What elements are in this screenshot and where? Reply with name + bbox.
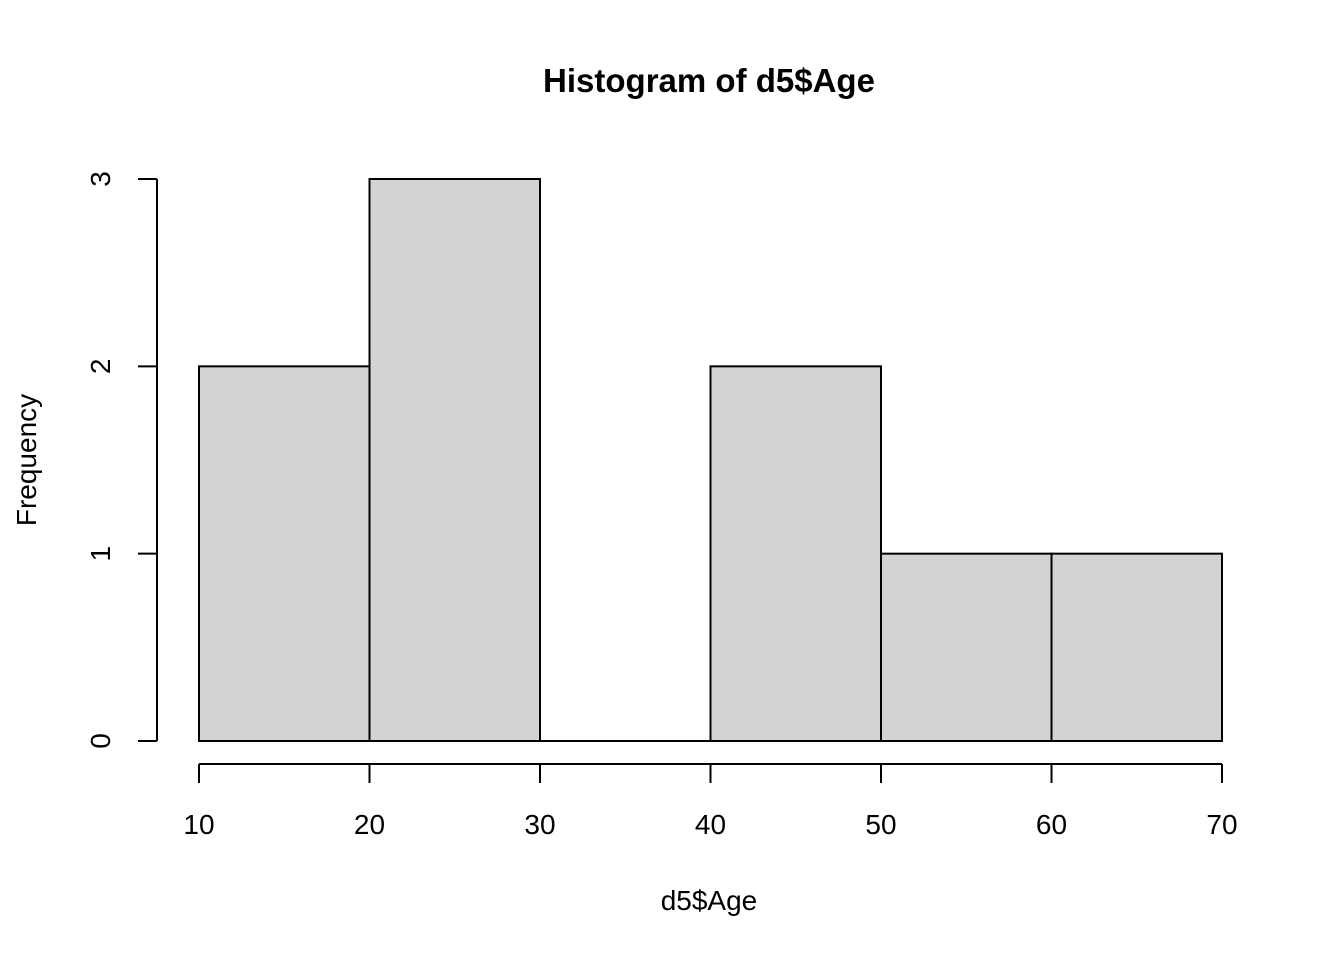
histogram-bar-1 <box>368 178 541 742</box>
x-tick-label: 20 <box>354 809 385 840</box>
histogram-bar-5 <box>1050 552 1223 743</box>
x-tick-label: 60 <box>1036 809 1067 840</box>
histogram-bar-3 <box>709 365 882 742</box>
y-axis-label: Frequency <box>11 394 42 526</box>
x-tick-label: 30 <box>524 809 555 840</box>
histogram-bar-4 <box>880 552 1053 743</box>
x-tick-label: 10 <box>183 809 214 840</box>
histogram-bar-0 <box>198 365 371 742</box>
x-tick-label: 70 <box>1206 809 1237 840</box>
y-tick-label: 1 <box>85 546 116 562</box>
x-axis-label: d5$Age <box>661 885 758 916</box>
y-tick-label: 3 <box>85 171 116 187</box>
x-axis: 10 20 30 40 50 60 70 <box>183 763 1238 840</box>
x-tick-label: 40 <box>695 809 726 840</box>
x-tick-label: 50 <box>865 809 896 840</box>
y-tick-label: 0 <box>85 733 116 749</box>
chart-title: Histogram of d5$Age <box>543 62 875 99</box>
bars-group <box>198 178 1223 743</box>
y-tick-label: 2 <box>85 359 116 375</box>
y-axis: 0 1 2 3 <box>85 171 158 749</box>
